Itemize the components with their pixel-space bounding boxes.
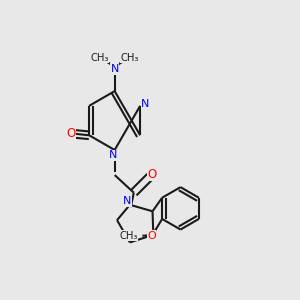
Text: N: N — [123, 196, 131, 206]
Text: CH₃: CH₃ — [120, 231, 138, 241]
Text: O: O — [147, 231, 156, 241]
Text: O: O — [66, 127, 75, 140]
Text: N: N — [109, 150, 117, 160]
Text: O: O — [148, 168, 157, 181]
Text: N: N — [141, 99, 150, 110]
Text: N: N — [110, 64, 119, 74]
Text: CH₃: CH₃ — [121, 52, 139, 62]
Text: CH₃: CH₃ — [90, 52, 109, 62]
